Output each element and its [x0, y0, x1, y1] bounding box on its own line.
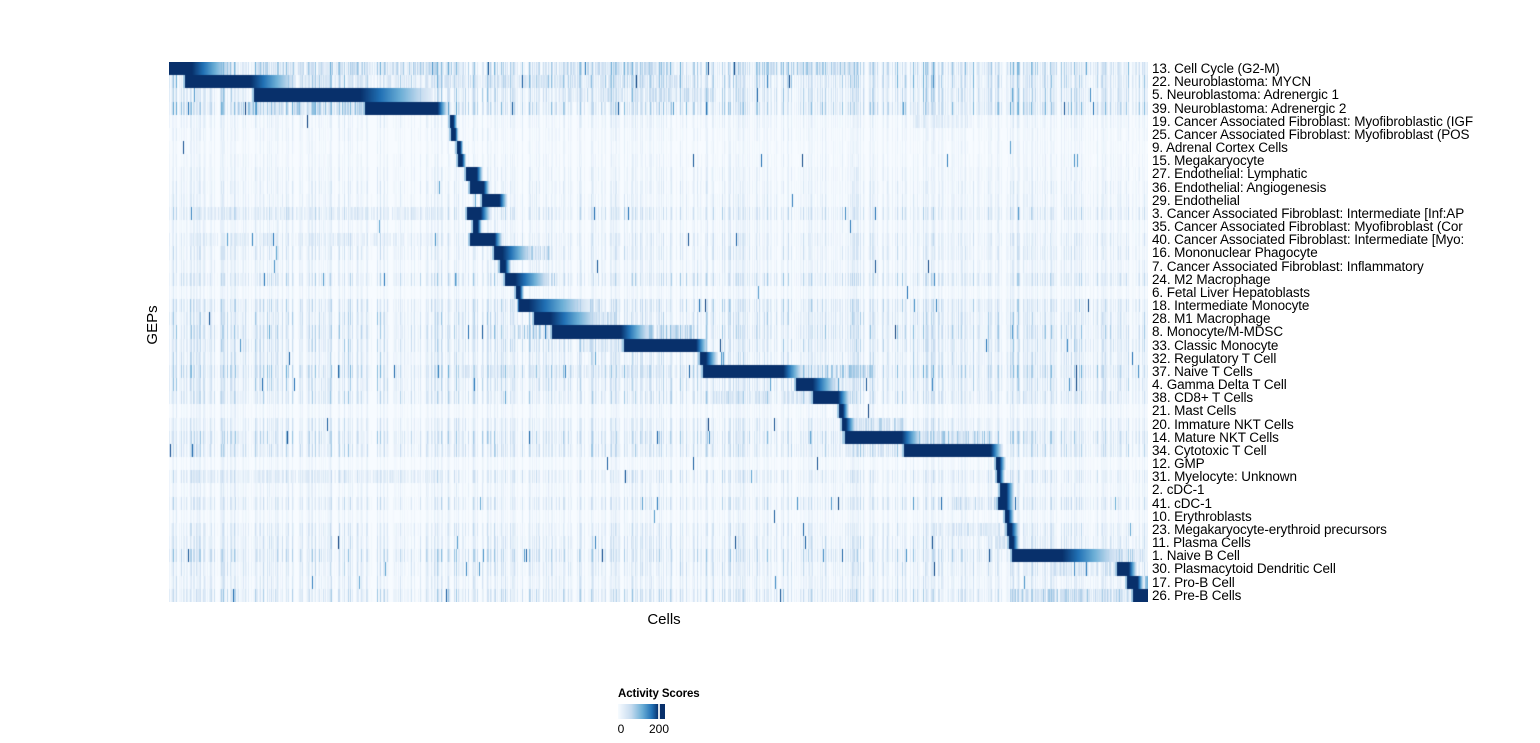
gep-row-label: 39. Neuroblastoma: Adrenergic 2 [1152, 100, 1347, 116]
gep-row-label: 40. Cancer Associated Fibroblast: Interm… [1152, 232, 1465, 248]
gep-row-label: 16. Mononuclear Phagocyte [1152, 245, 1318, 261]
gep-row-label: 21. Mast Cells [1152, 403, 1237, 419]
gep-row-label: 38. CD8+ T Cells [1152, 390, 1254, 406]
gep-row-label: 26. Pre-B Cells [1152, 587, 1242, 603]
legend-tick-mark-200 [658, 704, 660, 719]
gep-row-label: 35. Cancer Associated Fibroblast: Myofib… [1152, 219, 1463, 235]
gep-row-label: 8. Monocyte/M-MDSC [1152, 324, 1283, 340]
gep-row-label: 31. Myelocyte: Unknown [1152, 469, 1297, 485]
gep-row-label: 27. Endothelial: Lymphatic [1152, 166, 1308, 182]
gep-row-label: 13. Cell Cycle (G2-M) [1152, 61, 1280, 76]
gep-row-label: 6. Fetal Liver Hepatoblasts [1152, 284, 1310, 300]
legend-tick-label-max: 200 [648, 722, 670, 736]
legend-tick-label-min: 0 [617, 722, 625, 736]
gep-row-label: 11. Plasma Cells [1152, 535, 1251, 551]
gep-row-label: 25. Cancer Associated Fibroblast: Myofib… [1152, 126, 1470, 142]
row-labels-container: 13. Cell Cycle (G2-M) 22. Neuroblastoma: … [1152, 62, 1540, 602]
gep-row-label: 3. Cancer Associated Fibroblast: Interme… [1152, 205, 1465, 221]
gep-row-label: 33. Classic Monocyte [1152, 337, 1279, 353]
gep-row-label: 30. Plasmacytoid Dendritic Cell [1152, 561, 1336, 577]
gep-row-label: 36. Endothelial: Angiogenesis [1152, 179, 1327, 195]
legend-colorbar [618, 704, 665, 719]
x-axis-label: Cells [647, 611, 681, 628]
gep-row-label: 28. M1 Macrophage [1152, 311, 1271, 327]
gep-row-label: 24. M2 Macrophage [1152, 271, 1271, 287]
gep-row-label: 29. Endothelial [1152, 192, 1240, 208]
gep-row-label: 4. Gamma Delta T Cell [1152, 377, 1287, 393]
gep-row-label: 12. GMP [1152, 456, 1205, 472]
gep-row-label: 23. Megakaryocyte-erythroid precursors [1152, 521, 1387, 537]
gep-row-label: 2. cDC-1 [1152, 482, 1205, 498]
gep-row-label: 9. Adrenal Cortex Cells [1152, 140, 1288, 156]
gep-row-label: 37. Naive T Cells [1152, 363, 1253, 379]
legend-tick-labels: 0 200 [618, 722, 738, 736]
gep-row-label: 41. cDC-1 [1152, 495, 1212, 511]
colorbar-legend: Activity Scores 0 200 [618, 688, 738, 736]
gep-row-label: 1. Naive B Cell [1152, 548, 1240, 564]
gep-row-label: 14. Mature NKT Cells [1152, 429, 1279, 445]
gep-row-label: 19. Cancer Associated Fibroblast: Myofib… [1152, 113, 1473, 129]
gep-row-label: 7. Cancer Associated Fibroblast: Inflamm… [1152, 258, 1424, 274]
y-axis-label: GEPs [144, 305, 161, 345]
gep-row-label: 20. Immature NKT Cells [1152, 416, 1294, 432]
gep-row-label: 10. Erythroblasts [1152, 508, 1252, 524]
legend-title: Activity Scores [618, 688, 700, 700]
gep-row-label: 22. Neuroblastoma: MYCN [1152, 74, 1312, 90]
gep-row-label: 34. Cytotoxic T Cell [1152, 442, 1267, 458]
gep-row-label: 17. Pro-B Cell [1152, 574, 1235, 590]
gep-row-label: 15. Megakaryocyte [1152, 153, 1265, 169]
heatmap-canvas [169, 62, 1148, 602]
gep-row-label: 5. Neuroblastoma: Adrenergic 1 [1152, 87, 1339, 103]
gep-row-label: 32. Regulatory T Cell [1152, 350, 1277, 366]
gep-row-label: 18. Intermediate Monocyte [1152, 298, 1310, 314]
